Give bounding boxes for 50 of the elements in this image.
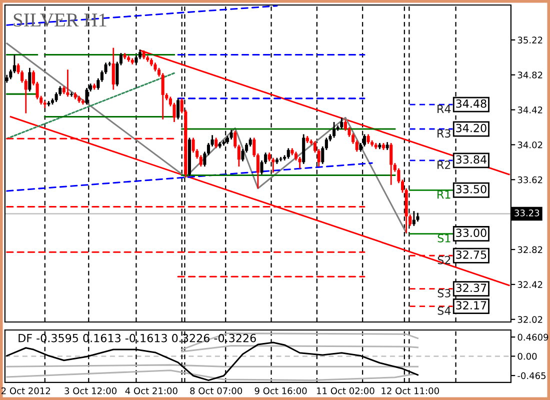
y-tick-label: 0.00 <box>518 352 537 360</box>
ref-line-label: S2 <box>438 256 450 264</box>
candlestick <box>340 116 344 130</box>
candlestick <box>230 129 233 140</box>
ref-line-label: S4 <box>438 306 451 315</box>
candlestick <box>161 72 164 120</box>
annotation: 33.00 <box>456 228 486 238</box>
ref-line-label: R4 <box>438 104 451 113</box>
y-tick-label: 35.22 <box>518 36 542 44</box>
candlestick <box>390 142 393 186</box>
ref-line-label: R3 <box>438 129 450 138</box>
x-tick-label: 8 Oct 07:00 <box>190 387 242 394</box>
x-tick-label: 12 Oct 11:00 <box>382 387 439 394</box>
annotation: 33.50 <box>456 184 486 194</box>
y-tick-label: 34.42 <box>518 106 542 114</box>
candlestick <box>214 137 218 149</box>
annotation: 32.75 <box>456 250 486 259</box>
y-tick-label: 32.42 <box>518 281 542 288</box>
candlestick <box>412 210 416 227</box>
x-tick-label: 4 Oct 21:00 <box>125 387 178 394</box>
y-tick-label: 34.02 <box>518 141 542 148</box>
candlestick <box>66 68 70 98</box>
y-tick-label: 32.02 <box>518 316 542 323</box>
ref-line-label: R1 <box>438 190 450 199</box>
annotation: DF -0.3595 0.1613 -0.1613 0.3226 -0.3226 <box>18 334 256 342</box>
y-tick-label: -0.465 <box>518 372 546 380</box>
annotation: 34.20 <box>456 124 486 132</box>
x-tick-label: 11 Oct 02:00 <box>317 387 374 394</box>
y-tick-label: 33.62 <box>518 176 542 184</box>
line-series <box>6 370 415 382</box>
x-tick-label: 3 Oct 12:00 <box>64 387 117 394</box>
candlestick <box>28 67 32 92</box>
candlestick <box>298 156 302 169</box>
candlestick <box>286 148 290 160</box>
x-tick-label: 9 Oct 16:00 <box>254 387 307 394</box>
ref-line-label: S3 <box>438 289 450 298</box>
annotation: 34.48 <box>456 99 486 108</box>
ref-line-label: 33.23 <box>514 210 540 216</box>
line-series <box>6 42 408 234</box>
annotation: 33.84 <box>456 155 486 164</box>
candlestick <box>9 68 12 80</box>
ref-line-label: R2 <box>438 160 450 169</box>
annotation: 32.37 <box>456 284 486 292</box>
y-tick-label: 34.82 <box>518 72 542 78</box>
candlestick <box>366 134 370 145</box>
candlestick <box>176 98 180 120</box>
candlestick <box>112 47 115 90</box>
annotation: 32.17 <box>456 301 486 310</box>
y-tick-label: 32.82 <box>518 246 542 254</box>
candlestick <box>332 121 336 138</box>
